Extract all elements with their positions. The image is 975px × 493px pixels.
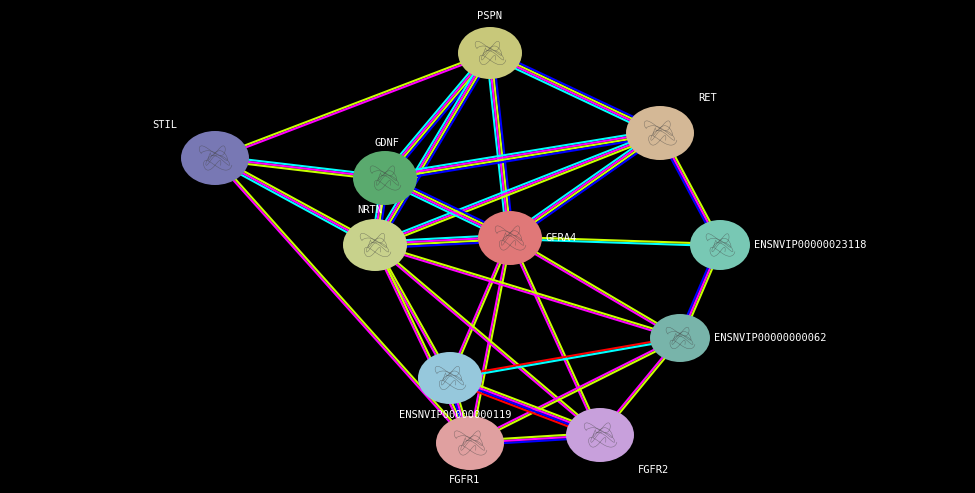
- Ellipse shape: [181, 131, 249, 185]
- Ellipse shape: [343, 219, 407, 271]
- Text: STIL: STIL: [152, 120, 177, 130]
- Text: FGFR1: FGFR1: [449, 475, 481, 485]
- Text: RET: RET: [698, 93, 717, 103]
- Text: ENSNVIP00000023118: ENSNVIP00000023118: [754, 240, 867, 250]
- Text: ENSNVIP00000000119: ENSNVIP00000000119: [399, 410, 511, 420]
- Text: FGFR2: FGFR2: [638, 465, 669, 475]
- Text: PSPN: PSPN: [478, 11, 502, 21]
- Text: ENSNVIP00000000062: ENSNVIP00000000062: [714, 333, 827, 343]
- Ellipse shape: [690, 220, 750, 270]
- Text: NRTN: NRTN: [358, 205, 382, 215]
- Ellipse shape: [458, 27, 522, 79]
- Text: GDNF: GDNF: [374, 138, 400, 148]
- Ellipse shape: [353, 151, 417, 205]
- Ellipse shape: [418, 352, 482, 404]
- Ellipse shape: [478, 211, 542, 265]
- Ellipse shape: [626, 106, 694, 160]
- Ellipse shape: [650, 314, 710, 362]
- Text: GFRA4: GFRA4: [546, 233, 577, 243]
- Ellipse shape: [436, 416, 504, 470]
- Ellipse shape: [566, 408, 634, 462]
